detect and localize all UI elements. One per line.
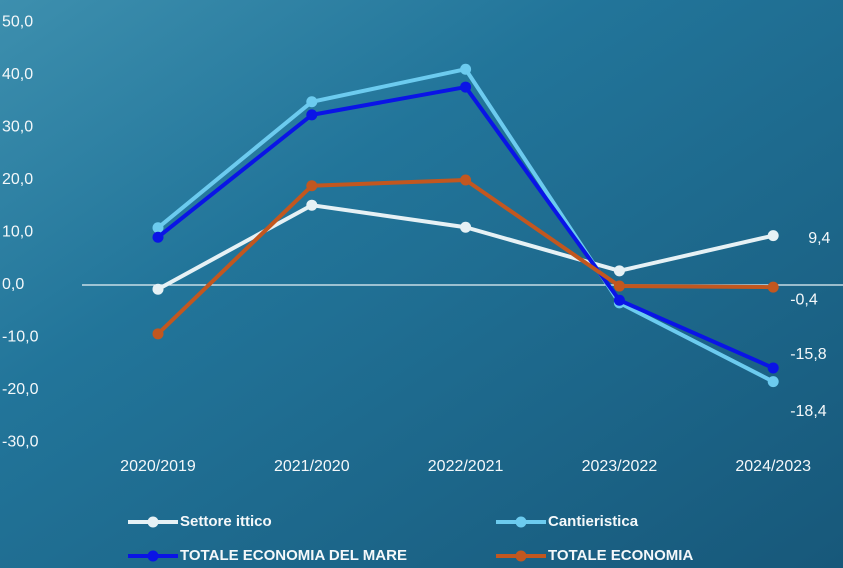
data-point <box>153 328 164 339</box>
y-tick-label: 40,0 <box>2 66 33 83</box>
value-label: 9,4 <box>808 230 830 247</box>
value-label: -15,8 <box>790 346 827 363</box>
data-point <box>153 232 164 243</box>
y-tick-label: 20,0 <box>2 171 33 188</box>
data-point <box>306 200 317 211</box>
data-point <box>768 282 779 293</box>
chart: 50,0 40,0 30,0 20,0 10,0 0,0 -10,0 -20,0 -30,0 20… <box>0 0 843 568</box>
value-label: -18,4 <box>790 403 827 420</box>
data-point <box>460 82 471 93</box>
background <box>0 0 843 568</box>
data-point <box>306 96 317 107</box>
legend-marker <box>148 551 159 562</box>
x-tick-label: 2024/2023 <box>735 458 811 475</box>
x-tick-label: 2020/2019 <box>120 458 196 475</box>
x-tick-label: 2023/2022 <box>582 458 658 475</box>
y-tick-label: -20,0 <box>2 381 39 398</box>
legend-label: TOTALE ECONOMIA <box>548 547 693 564</box>
page: 50,0 40,0 30,0 20,0 10,0 0,0 -10,0 -20,0 -30,0 20… <box>0 0 843 568</box>
y-tick-label: 10,0 <box>2 224 33 241</box>
x-tick-label: 2021/2020 <box>274 458 350 475</box>
y-tick-label: 30,0 <box>2 119 33 136</box>
data-point <box>614 265 625 276</box>
legend-label: Cantieristica <box>548 513 639 530</box>
legend-label: Settore ittico <box>180 513 272 530</box>
value-label: -0,4 <box>790 291 818 308</box>
data-point <box>768 362 779 373</box>
data-point <box>153 284 164 295</box>
data-point <box>460 175 471 186</box>
data-point <box>768 376 779 387</box>
data-point <box>460 222 471 233</box>
y-tick-label: -10,0 <box>2 329 39 346</box>
data-point <box>460 64 471 75</box>
y-tick-label: 0,0 <box>2 276 24 293</box>
legend-marker <box>516 551 527 562</box>
x-tick-label: 2022/2021 <box>428 458 504 475</box>
legend-marker <box>516 517 527 528</box>
data-point <box>614 295 625 306</box>
data-point <box>768 230 779 241</box>
y-tick-label: -30,0 <box>2 434 39 451</box>
data-point <box>614 281 625 292</box>
y-tick-label: 50,0 <box>2 14 33 31</box>
data-point <box>306 180 317 191</box>
data-point <box>306 109 317 120</box>
legend-label: TOTALE ECONOMIA DEL MARE <box>180 547 407 564</box>
legend-marker <box>148 517 159 528</box>
